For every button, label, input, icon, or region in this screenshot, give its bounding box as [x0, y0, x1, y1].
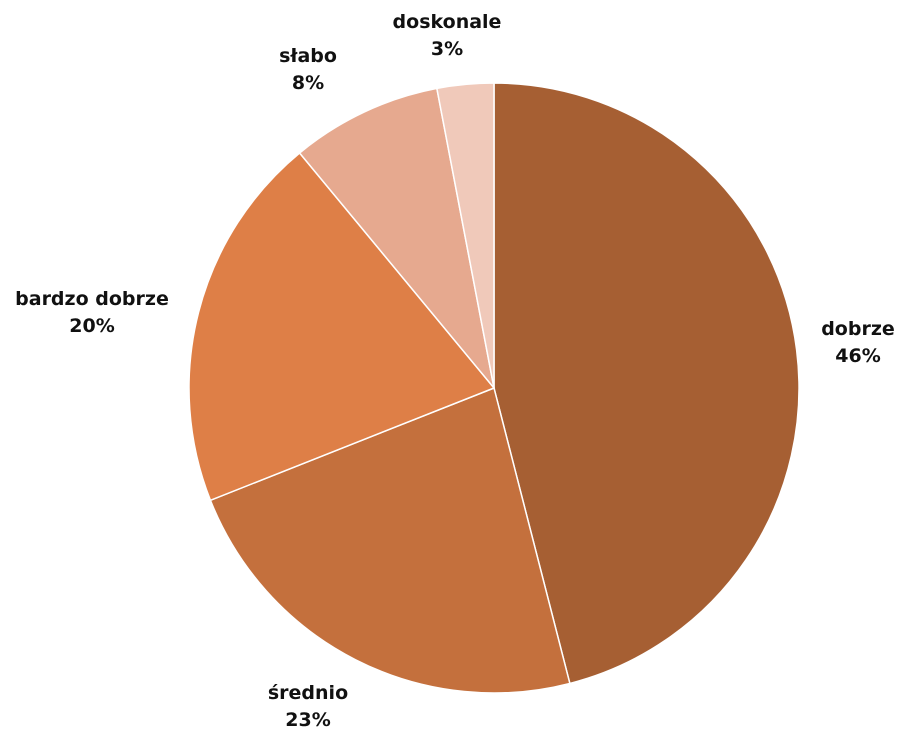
slice-label-3: słabo 8% — [279, 45, 337, 94]
slice-category-label: średnio — [268, 682, 348, 704]
slice-label-4: doskonale 3% — [393, 11, 502, 60]
slice-label-0: dobrze 46% — [821, 318, 895, 367]
slice-label-2: bardzo dobrze 20% — [15, 288, 169, 337]
pie-labels: dobrze 46% średnio 23% bardzo dobrze 20% słabo… — [15, 11, 895, 731]
slice-percent-label: 3% — [431, 38, 463, 60]
slice-percent-label: 23% — [285, 709, 330, 731]
pie-slice-0 — [493, 82, 800, 685]
slice-percent-label: 8% — [292, 72, 324, 94]
pie-slice-3 — [298, 87, 495, 389]
slice-category-label: dobrze — [821, 318, 895, 340]
slice-percent-label: 46% — [835, 345, 880, 367]
pie-slice-1 — [209, 386, 571, 694]
pie-slice-2 — [188, 151, 496, 502]
slice-label-1: średnio 23% — [268, 682, 348, 731]
slice-category-label: słabo — [279, 45, 337, 67]
pie-slices — [188, 82, 800, 694]
slice-category-label: bardzo dobrze — [15, 288, 169, 310]
slice-category-label: doskonale — [393, 11, 502, 33]
pie-slice-4 — [435, 82, 495, 389]
slice-percent-label: 20% — [69, 315, 114, 337]
